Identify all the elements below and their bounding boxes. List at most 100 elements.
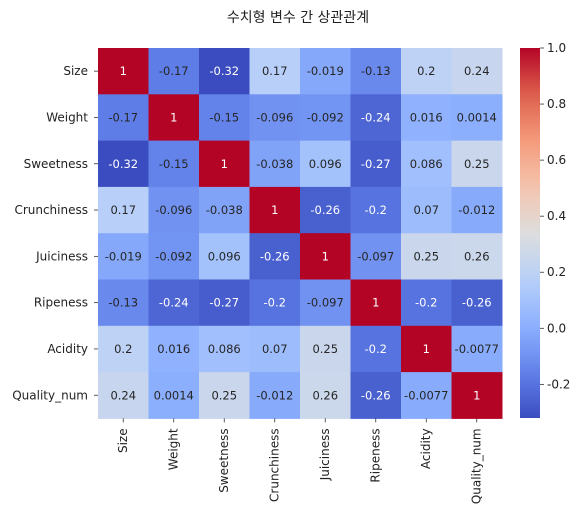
colorbar-tick-label: 0.4 (547, 209, 566, 223)
cell-annotation: 1 (423, 342, 430, 356)
heatmap-cell (401, 325, 452, 373)
heatmap-cell (451, 233, 503, 280)
cell-annotation: -0.27 (361, 157, 391, 171)
heatmap-cell (300, 48, 351, 95)
heatmap-cell (350, 279, 402, 327)
heatmap-cell (401, 372, 452, 419)
cell-annotation: 0.086 (410, 157, 443, 171)
x-tick-label: Crunchiness (268, 428, 282, 502)
cell-annotation: -0.096 (155, 203, 192, 217)
cell-annotation: -0.096 (256, 110, 293, 124)
cell-annotation: 1 (271, 203, 278, 217)
heatmap-cell (350, 325, 402, 373)
y-tick-label: Size (63, 64, 88, 78)
cell-annotation: -0.038 (206, 203, 243, 217)
cell-annotation: 0.25 (312, 342, 338, 356)
heatmap-cell (199, 186, 250, 234)
colorbar-tick-label: -0.2 (547, 377, 570, 391)
cell-annotation: -0.0077 (455, 342, 499, 356)
cell-annotation: -0.17 (108, 110, 138, 124)
cell-annotation: 0.24 (110, 388, 136, 402)
heatmap-cell (148, 279, 200, 327)
cell-annotation: 0.25 (211, 388, 237, 402)
cell-annotation: -0.13 (361, 64, 391, 78)
cell-annotation: -0.097 (357, 249, 394, 263)
cell-annotation: 0.016 (157, 342, 190, 356)
heatmap-cell (148, 325, 200, 373)
cell-annotation: 1 (473, 388, 480, 402)
heatmap-cell (401, 233, 452, 280)
heatmap-cell (148, 48, 200, 95)
heatmap-cell (98, 279, 149, 327)
x-tick-label: Weight (167, 428, 181, 470)
cell-annotation: -0.2 (264, 296, 286, 310)
cell-annotation: 0.0014 (154, 388, 194, 402)
y-tick-label: Sweetness (24, 157, 88, 171)
heatmap-cell (249, 140, 301, 188)
cell-annotation: 0.25 (413, 249, 439, 263)
colorbar-gradient (520, 48, 540, 418)
cell-annotation: 0.086 (208, 342, 241, 356)
y-tick-label: Weight (46, 110, 88, 124)
cell-annotation: 1 (170, 110, 177, 124)
heatmap-cell (300, 279, 351, 327)
cell-annotation: -0.26 (310, 203, 340, 217)
heatmap-cell (451, 325, 503, 373)
x-tick-labels: Size Weight Sweetness Crunchiness Juiciness R… (116, 418, 484, 504)
heatmap-cell (199, 325, 250, 373)
heatmap-cell (199, 94, 250, 142)
y-tick-label: Crunchiness (14, 203, 88, 217)
heatmap-cell (98, 94, 149, 142)
heatmap-cell (199, 233, 250, 280)
cell-annotation: -0.26 (462, 296, 492, 310)
cell-annotation: 1 (372, 296, 379, 310)
cell-annotation: 0.26 (312, 388, 338, 402)
heatmap-cell (249, 325, 301, 373)
cell-annotation: -0.2 (365, 203, 387, 217)
heatmap-cells (98, 48, 503, 419)
cell-annotation: -0.15 (159, 157, 189, 171)
cell-annotation: -0.15 (209, 110, 239, 124)
heatmap-cell (148, 186, 200, 234)
chart-title: 수치형 변수 간 상관관계 (227, 10, 369, 26)
heatmap-cell (350, 48, 402, 95)
heatmap-cell (401, 48, 452, 95)
cell-annotation: 0.25 (464, 157, 490, 171)
heatmap-cell (148, 94, 200, 142)
cell-annotation: 0.26 (464, 249, 490, 263)
heatmap-cell (451, 94, 503, 142)
heatmap-cell (300, 186, 351, 234)
heatmap-cell (148, 372, 200, 419)
x-tick-label: Quality_num (470, 428, 484, 504)
y-tick-label: Acidity (47, 342, 88, 356)
heatmap-cell (249, 186, 301, 234)
cell-annotation: 0.096 (208, 249, 241, 263)
heatmap-cell (401, 279, 452, 327)
heatmap-cell (350, 233, 402, 280)
cell-annotation: -0.019 (307, 64, 344, 78)
heatmap-cell (300, 325, 351, 373)
cell-annotation: -0.2 (365, 342, 387, 356)
heatmap-cell (249, 233, 301, 280)
heatmap-cell (98, 48, 149, 95)
x-tick-label: Sweetness (217, 428, 231, 492)
cell-annotation: -0.24 (361, 110, 391, 124)
cell-annotation: 0.0014 (457, 110, 497, 124)
y-tick-label: Juiciness (35, 249, 88, 263)
heatmap-cell (300, 94, 351, 142)
x-tick-label: Acidity (419, 428, 433, 469)
heatmap-cell (350, 94, 402, 142)
heatmap-cell (98, 325, 149, 373)
heatmap-cell (401, 186, 452, 234)
cell-annotation: 0.096 (309, 157, 342, 171)
y-tick-label: Ripeness (34, 296, 88, 310)
cell-annotation: 1 (120, 64, 127, 78)
cell-annotation: -0.26 (260, 249, 290, 263)
cell-annotation: 0.07 (262, 342, 288, 356)
cell-annotation: 0.17 (110, 203, 136, 217)
colorbar-tick-label: 0.2 (547, 265, 566, 279)
cell-annotation: -0.019 (105, 249, 142, 263)
cell-annotation: -0.26 (361, 388, 391, 402)
heatmap-cell (451, 140, 503, 188)
